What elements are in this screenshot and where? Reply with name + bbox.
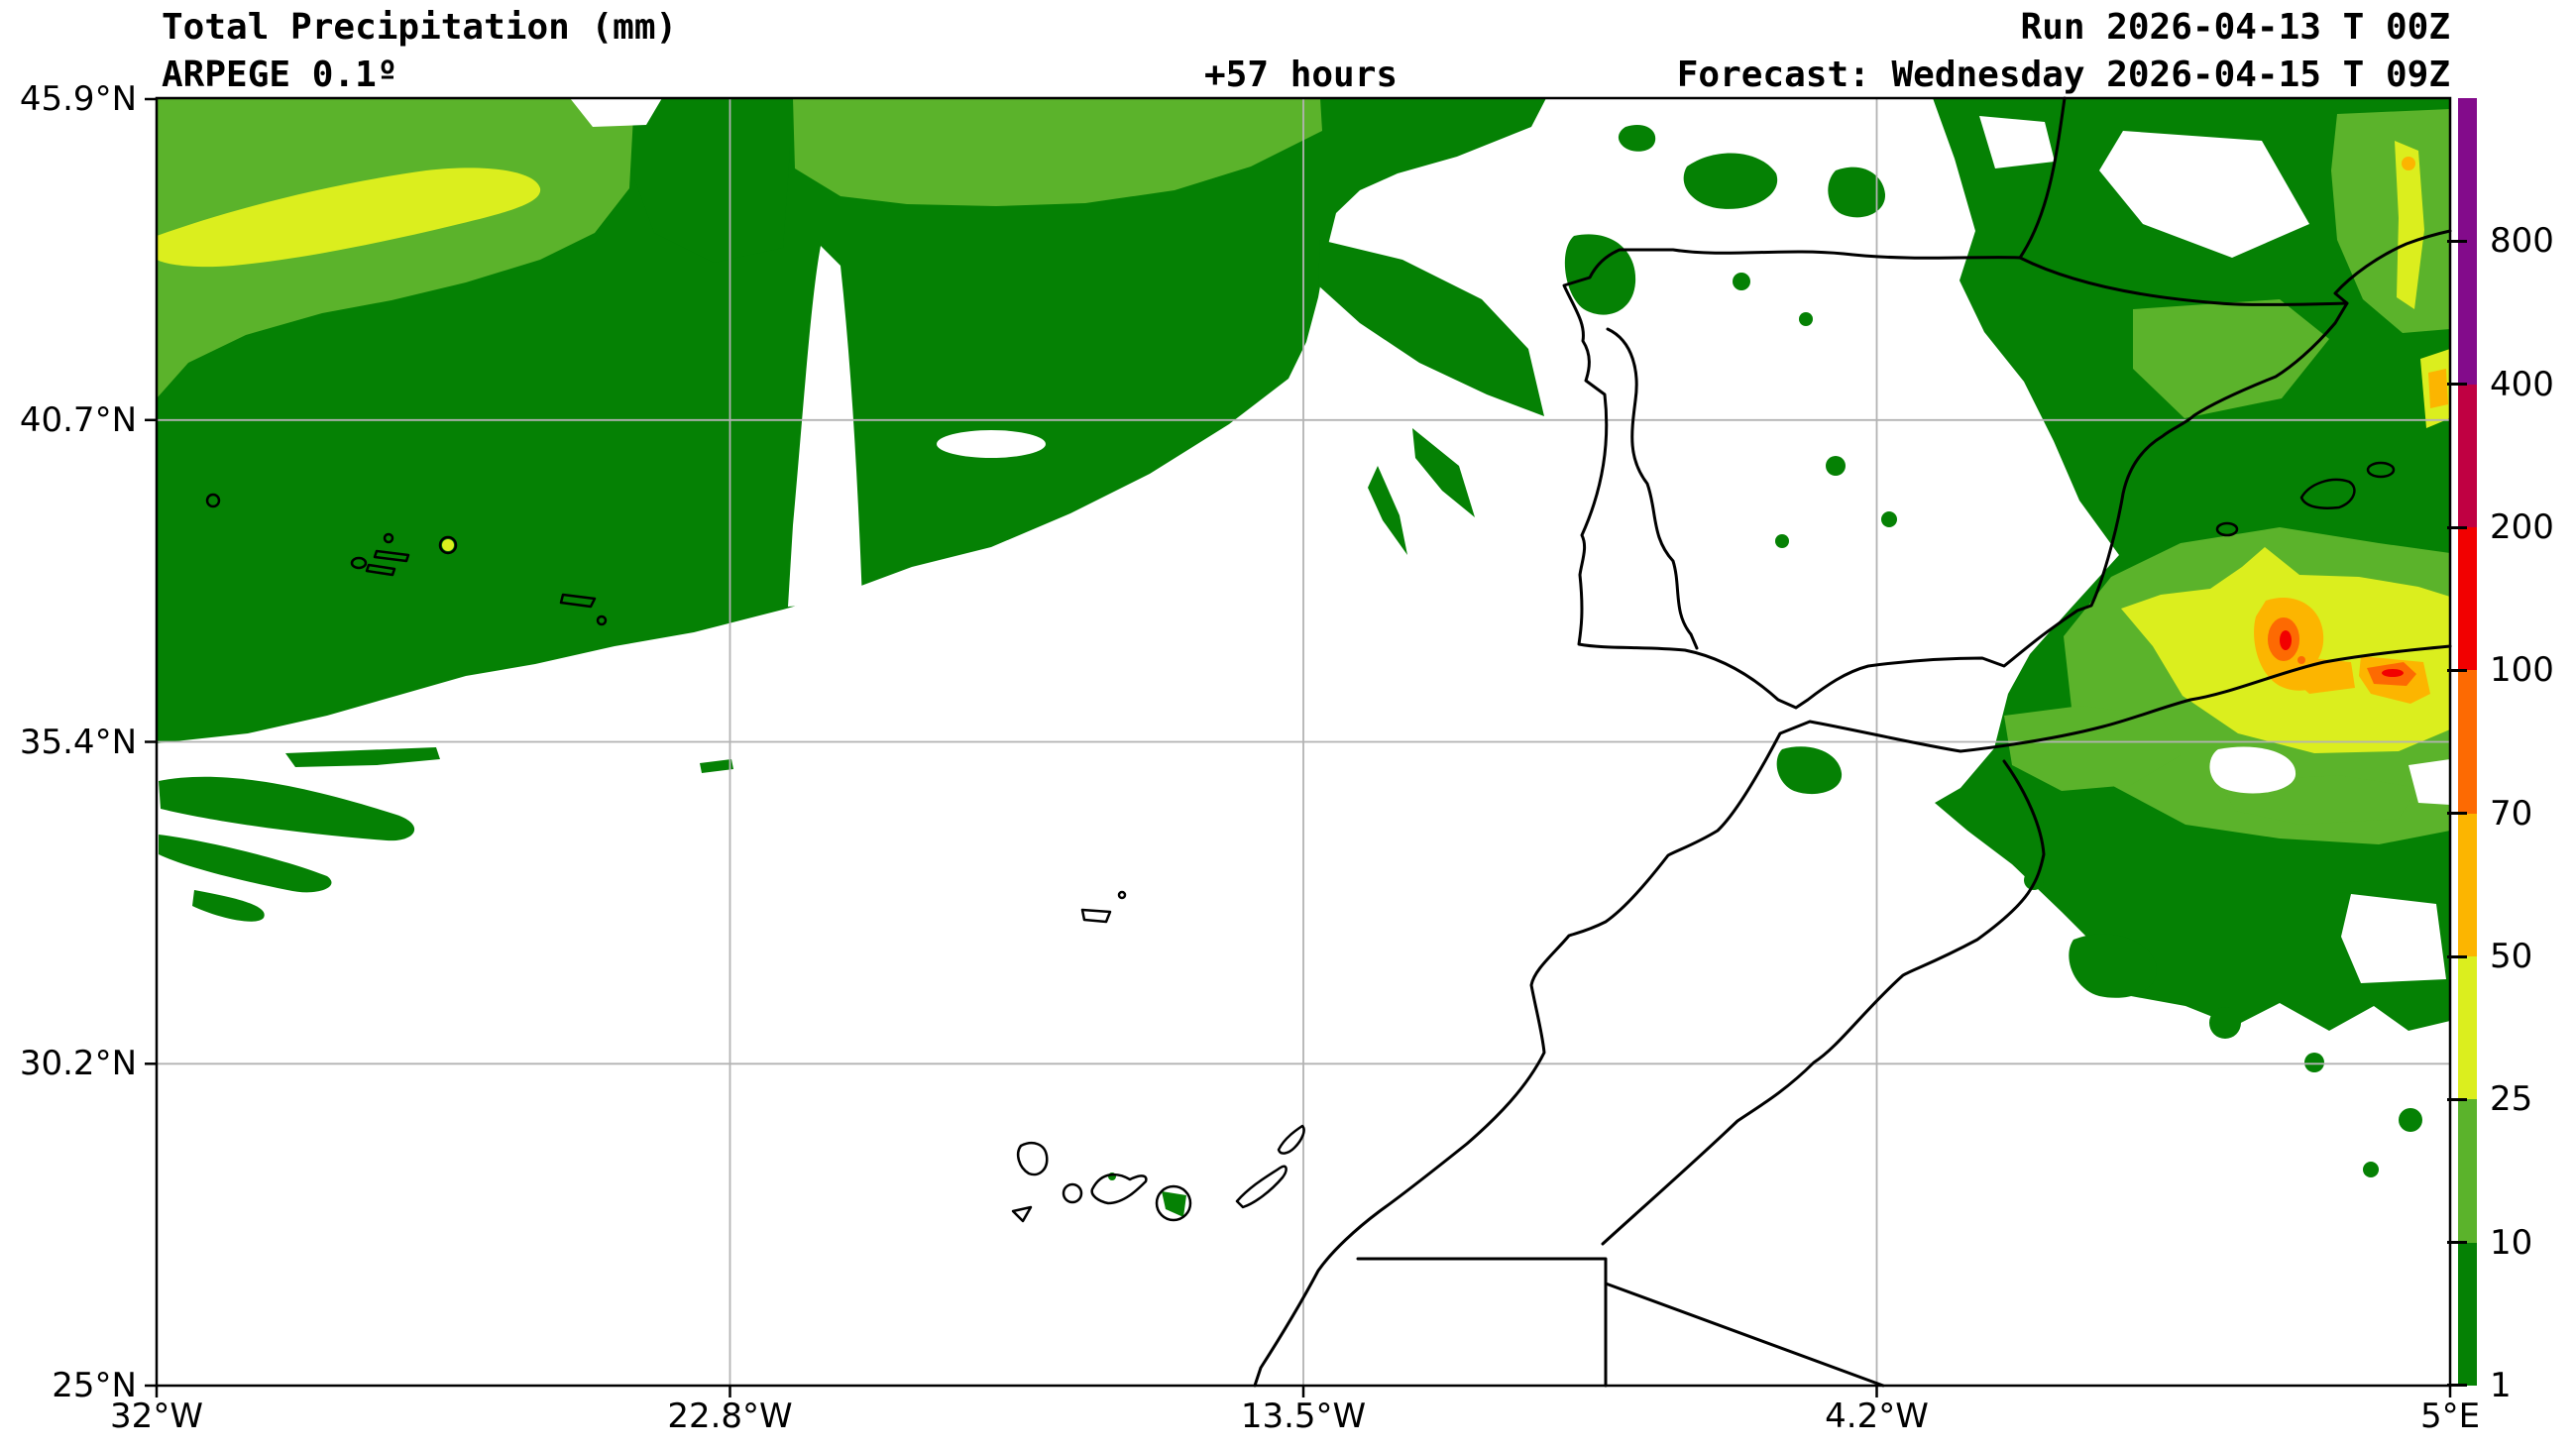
lat-label: 40.7°N: [19, 400, 137, 440]
colorbar-segment-50-70: [2458, 813, 2477, 956]
model-label: ARPEGE 0.1º: [162, 55, 398, 95]
lon-label: 13.5°W: [1240, 1396, 1367, 1436]
axis-ticks: [145, 97, 2452, 1397]
colorbar-label: 1: [2490, 1366, 2512, 1405]
forecast-label: Forecast: Wednesday 2026-04-15 T 09Z: [1676, 55, 2450, 95]
colorbar-label: 50: [2490, 937, 2533, 976]
map-frame: [155, 96, 2452, 1388]
colorbar-segment-10-25: [2458, 1099, 2477, 1243]
run-label: Run 2026-04-13 T 00Z: [2020, 7, 2450, 48]
colorbar-segment-200-400: [2458, 384, 2477, 527]
gridlines: [157, 98, 2450, 1386]
colorbar-label: 25: [2490, 1079, 2533, 1119]
lon-label: 32°W: [110, 1396, 203, 1436]
colorbar-segment-100-200: [2458, 526, 2477, 671]
lon-label: 5°E: [2419, 1396, 2481, 1436]
colorbar-segment-1-10: [2458, 1242, 2477, 1386]
coastline-africa: [1253, 644, 2452, 1388]
lat-label: 35.4°N: [19, 723, 137, 762]
colorbar-label: 200: [2490, 507, 2554, 547]
colorbar-label: 70: [2490, 794, 2533, 834]
colorbar-segment-above-800: [2458, 98, 2477, 242]
lat-label: 45.9°N: [19, 79, 137, 119]
colorbar-label: 100: [2490, 650, 2554, 690]
lat-label: 30.2°N: [19, 1044, 137, 1083]
colorbar-segment-70-100: [2458, 670, 2477, 814]
coastline-iberia: [1562, 96, 2452, 710]
page-title: Total Precipitation (mm): [162, 7, 678, 48]
lat-label: 25°N: [52, 1366, 137, 1405]
colorbar-segment-25-50: [2458, 955, 2477, 1100]
colorbar-label: 10: [2490, 1223, 2533, 1263]
island-outlines: [205, 461, 2396, 1223]
colorbar-segment-400-800: [2458, 241, 2477, 385]
no-precip-holes: [570, 98, 2450, 983]
precip-layer-100-200mm: [2280, 630, 2404, 677]
colorbar: [2458, 98, 2477, 1386]
lon-label: 22.8°W: [667, 1396, 793, 1436]
colorbar-label: 800: [2490, 221, 2554, 261]
lead-time-label: +57 hours: [1204, 55, 1399, 95]
lon-label: 4.2°W: [1825, 1396, 1929, 1436]
colorbar-label: 400: [2490, 365, 2554, 404]
